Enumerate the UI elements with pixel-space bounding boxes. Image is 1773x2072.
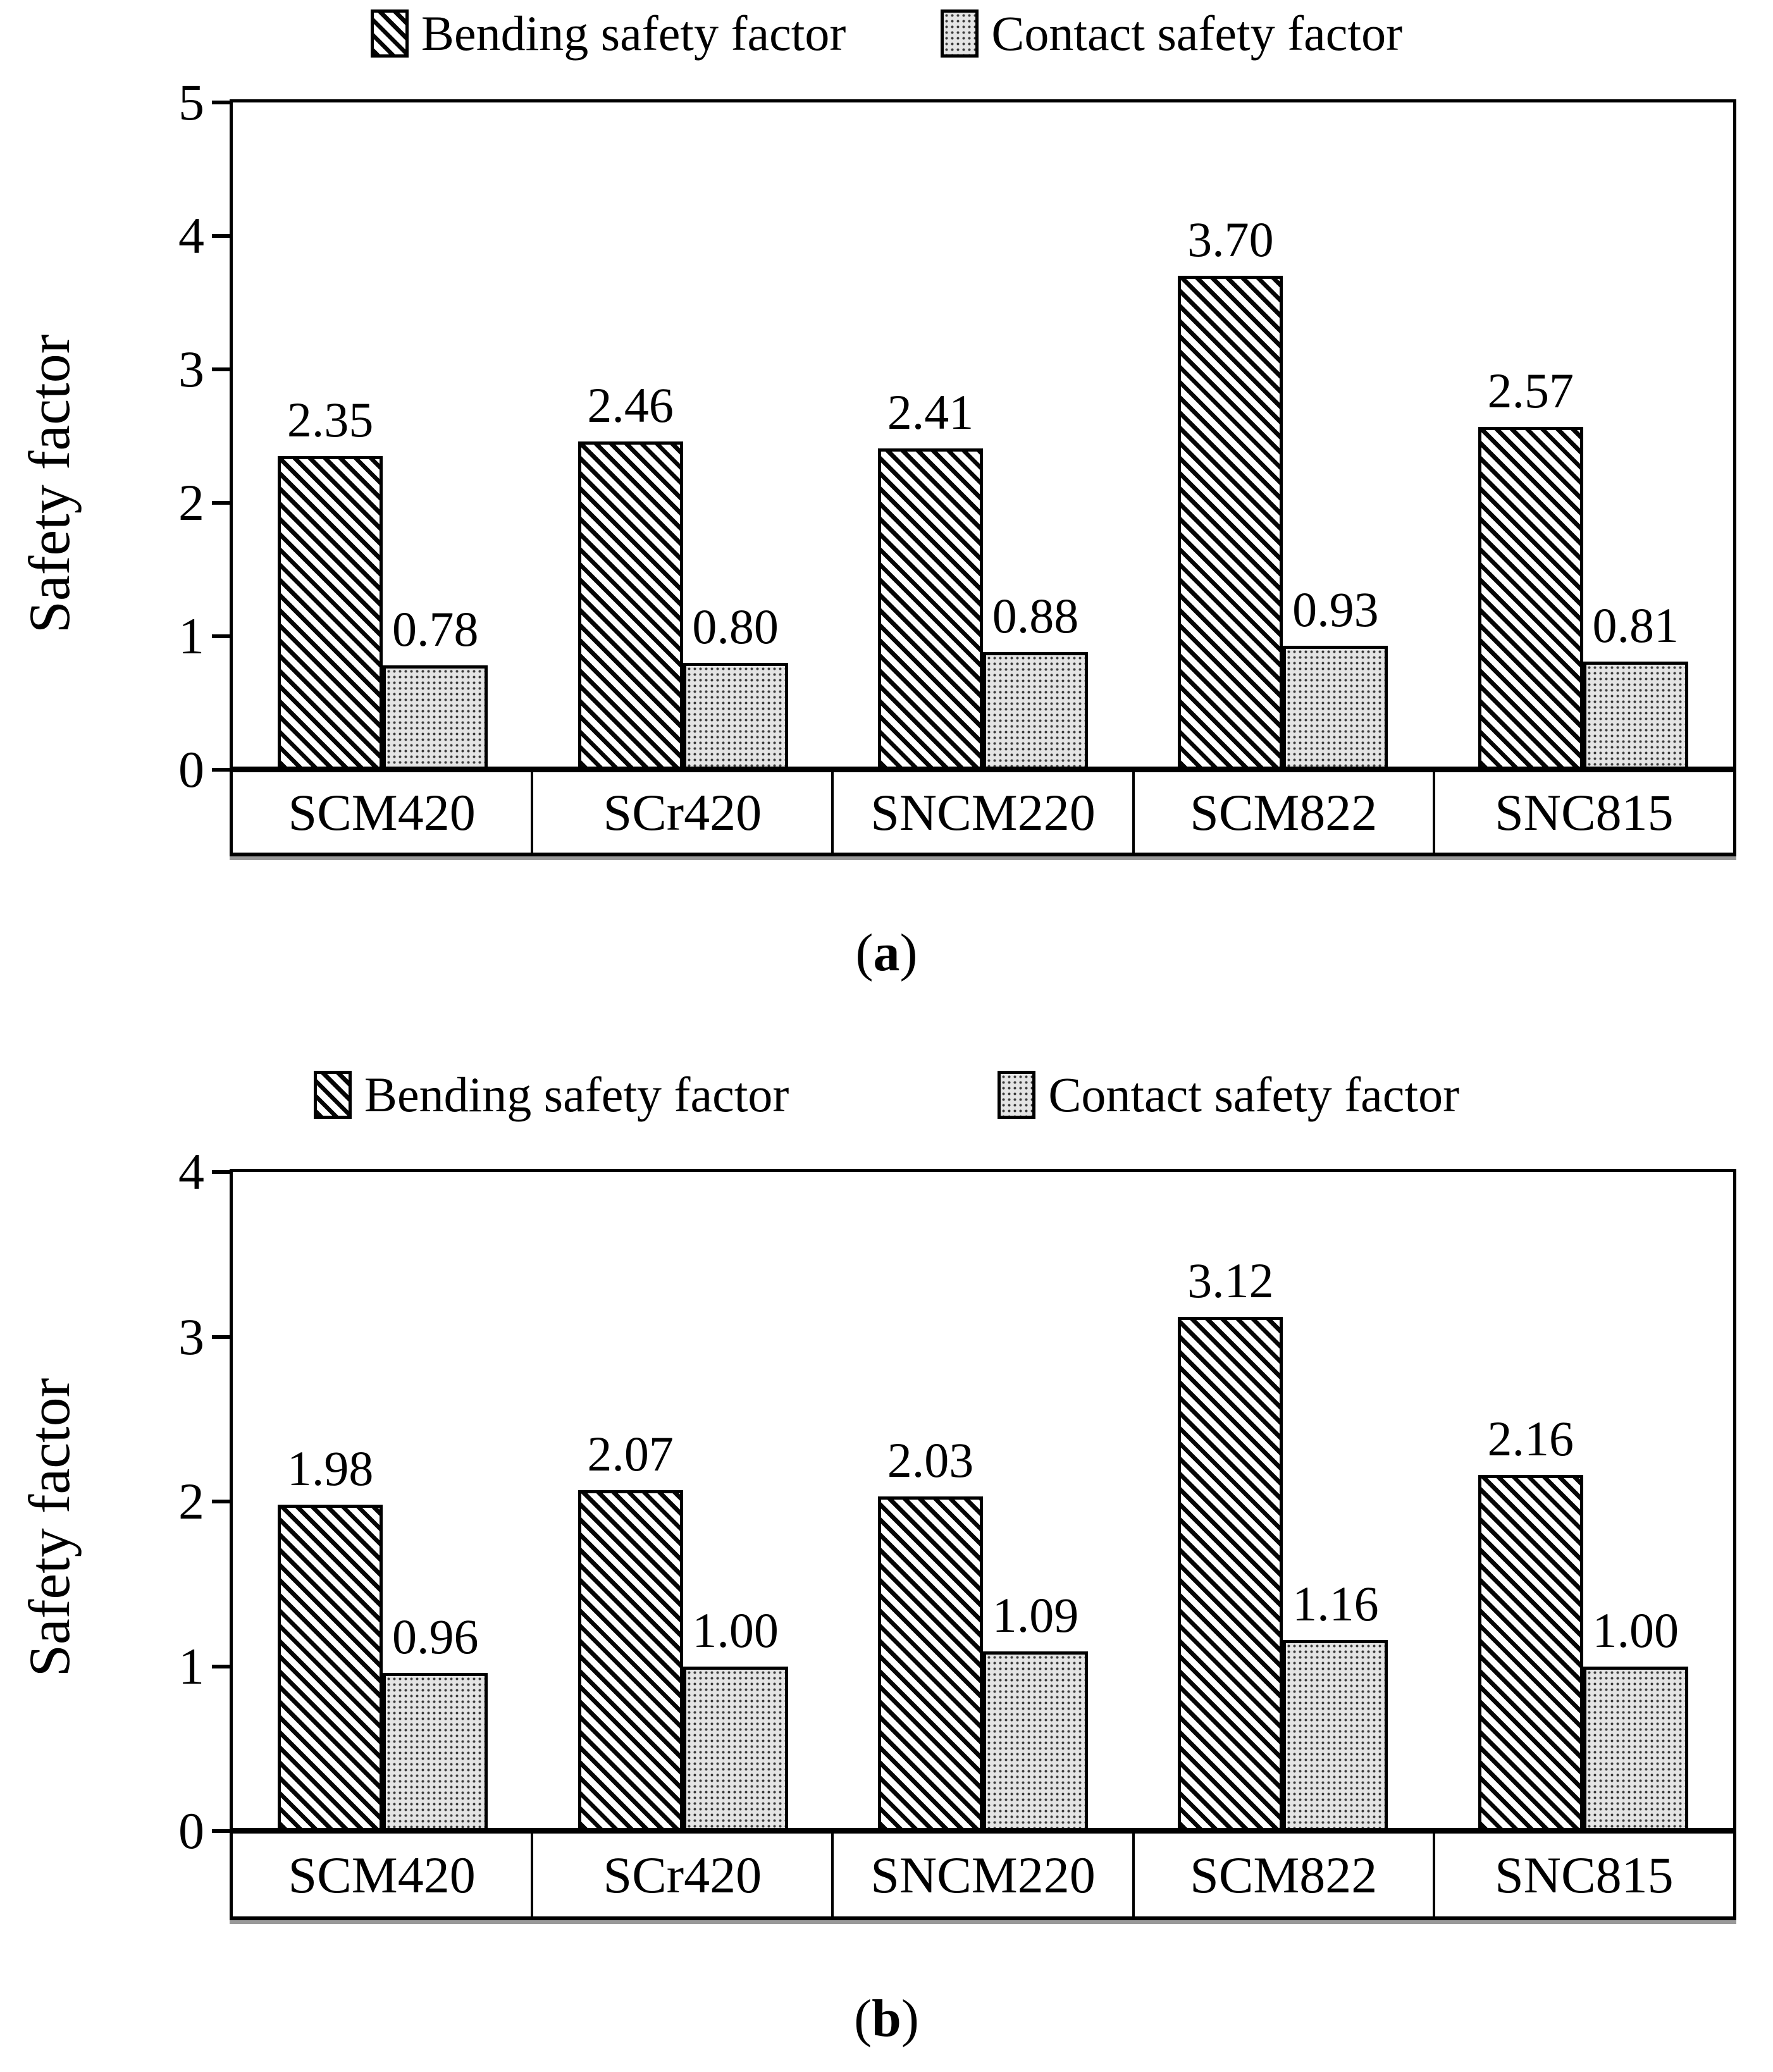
x-axis-category-row-chart-b: SCM420 SCr420 SNCM220 SCM822 SNC815 xyxy=(230,1828,1736,1920)
bar-value-label: 0.96 xyxy=(392,1608,479,1664)
bar-value-label: 2.41 xyxy=(887,384,974,440)
plot-area-chart-a: 5 4 3 2 1 0 2.35 0.78 2.46 0.80 2.41 0.88 3.70 0.93 2.… xyxy=(178,77,1736,796)
y-tick-mark xyxy=(212,367,230,371)
bar-bending-SCM420 xyxy=(278,456,383,770)
caption-letter: a xyxy=(873,923,900,982)
bar-value-label: 2.07 xyxy=(587,1426,674,1481)
dot-grid-swatch-icon xyxy=(941,9,979,58)
bar-value-label: 3.12 xyxy=(1187,1253,1274,1309)
y-tick-mark xyxy=(212,1829,230,1833)
x-axis-category-row-chart-a: SCM420 SCr420 SNCM220 SCM822 SNC815 xyxy=(230,767,1736,856)
bar-bending-SCM822 xyxy=(1178,276,1283,770)
bar-value-label: 3.70 xyxy=(1187,212,1274,268)
bar-value-label: 0.88 xyxy=(992,588,1079,644)
legend-item-dots: Contact safety factor xyxy=(998,1070,1459,1119)
bar-bending-SCr420 xyxy=(578,1489,683,1831)
bar-value-label: 0.80 xyxy=(692,599,779,655)
bar-contact-SNCM220 xyxy=(983,1651,1089,1831)
legend-item-dots: Contact safety factor xyxy=(941,9,1402,58)
bar-value-label: 2.46 xyxy=(587,377,674,433)
category-label-SCM822: SCM822 xyxy=(1132,1834,1433,1916)
category-label-SCM420: SCM420 xyxy=(288,1846,476,1904)
y-tick-mark xyxy=(212,768,230,772)
bar-contact-SCM420 xyxy=(383,665,488,770)
legend-label: Bending safety factor xyxy=(364,1067,789,1122)
bar-value-label: 1.09 xyxy=(992,1588,1079,1643)
legend-item-hatch: Bending safety factor xyxy=(370,6,846,61)
category-label-SNCM220: SNCM220 xyxy=(831,1834,1132,1916)
category-label-SNC815: SNC815 xyxy=(1432,772,1733,853)
bar-value-label: 2.57 xyxy=(1487,362,1574,418)
y-tick-label: 4 xyxy=(178,1143,204,1200)
bar-value-label: 1.16 xyxy=(1292,1576,1379,1631)
y-tick-mark xyxy=(212,1335,230,1339)
bar-contact-SCM822 xyxy=(1283,1639,1388,1831)
y-tick-label: 3 xyxy=(178,1307,204,1366)
y-axis-title: Safety factor xyxy=(17,334,82,634)
y-tick-mark xyxy=(212,234,230,238)
y-tick-mark xyxy=(212,1170,230,1174)
y-tick-label: 2 xyxy=(178,1472,204,1530)
category-label-SCM420: SCM420 xyxy=(288,783,476,841)
bar-bending-SNC815 xyxy=(1478,426,1583,770)
dot-grid-swatch-icon xyxy=(998,1071,1036,1119)
bar-contact-SCr420 xyxy=(683,1666,788,1831)
category-label-SCr420: SCr420 xyxy=(531,772,831,853)
legend-label: Bending safety factor xyxy=(421,6,846,61)
category-label-SNC815: SNC815 xyxy=(1432,1834,1733,1916)
subfigure-caption-b: (b) xyxy=(0,1992,1773,2045)
y-tick-mark xyxy=(212,1500,230,1503)
caption-paren: ( xyxy=(854,1989,872,2048)
plot-area-chart-b: 4 3 2 1 0 1.98 0.96 2.07 1.00 2.03 1.09 3.12 1.16 2.1… xyxy=(178,1146,1736,1857)
legend-item-hatch: Bending safety factor xyxy=(313,1067,789,1122)
bar-value-label: 1.98 xyxy=(287,1441,374,1496)
caption-letter: b xyxy=(872,1989,901,2048)
caption-paren: ) xyxy=(899,923,918,982)
caption-paren: ) xyxy=(901,1989,919,2048)
bar-contact-SCM420 xyxy=(383,1672,488,1831)
bar-contact-SNC815 xyxy=(1583,662,1688,770)
legend-label: Contact safety factor xyxy=(1048,1067,1460,1122)
bar-value-label: 1.00 xyxy=(1592,1602,1679,1658)
y-tick-label: 2 xyxy=(178,474,204,531)
bar-contact-SCM822 xyxy=(1283,645,1388,770)
y-tick-label: 3 xyxy=(178,340,204,398)
category-label-SNCM220: SNCM220 xyxy=(831,772,1132,853)
diagonal-hatch-swatch-icon xyxy=(370,9,409,58)
legend-label: Contact safety factor xyxy=(991,6,1403,61)
y-tick-label: 4 xyxy=(178,207,204,264)
y-tick-mark xyxy=(212,101,230,104)
y-tick-mark xyxy=(212,634,230,638)
y-axis-title: Safety factor xyxy=(17,1378,82,1677)
y-tick-label: 5 xyxy=(178,73,204,131)
bar-bending-SNC815 xyxy=(1478,1475,1583,1831)
y-tick-mark xyxy=(212,501,230,505)
bar-bending-SNCM220 xyxy=(877,1496,983,1831)
bar-contact-SNCM220 xyxy=(983,652,1089,770)
bar-value-label: 1.00 xyxy=(692,1602,779,1658)
bar-value-label: 2.35 xyxy=(287,392,374,448)
bar-bending-SCM420 xyxy=(278,1505,383,1831)
bar-contact-SCr420 xyxy=(683,663,788,770)
y-tick-label: 1 xyxy=(178,1637,204,1695)
y-tick-label: 1 xyxy=(178,607,204,665)
category-label-SCr420: SCr420 xyxy=(531,1834,831,1916)
bar-contact-SNC815 xyxy=(1583,1666,1688,1831)
bar-value-label: 0.93 xyxy=(1292,581,1379,637)
caption-paren: ( xyxy=(855,923,874,982)
y-tick-label: 0 xyxy=(178,1802,204,1859)
bar-value-label: 0.81 xyxy=(1592,598,1679,653)
y-tick-mark xyxy=(212,1664,230,1668)
bar-value-label: 2.03 xyxy=(887,1433,974,1488)
bar-bending-SCr420 xyxy=(578,441,683,770)
legend-chart-a: Bending safety factor Contact safety fact… xyxy=(0,9,1773,58)
diagonal-hatch-swatch-icon xyxy=(313,1071,352,1119)
y-tick-label: 0 xyxy=(178,741,204,798)
bar-value-label: 2.16 xyxy=(1487,1411,1574,1467)
bar-value-label: 0.78 xyxy=(392,601,479,657)
bar-bending-SCM822 xyxy=(1178,1317,1283,1831)
legend-chart-b: Bending safety factor Contact safety fact… xyxy=(0,1070,1773,1119)
category-label-SCM822: SCM822 xyxy=(1132,772,1433,853)
subfigure-caption-a: (a) xyxy=(0,927,1773,980)
